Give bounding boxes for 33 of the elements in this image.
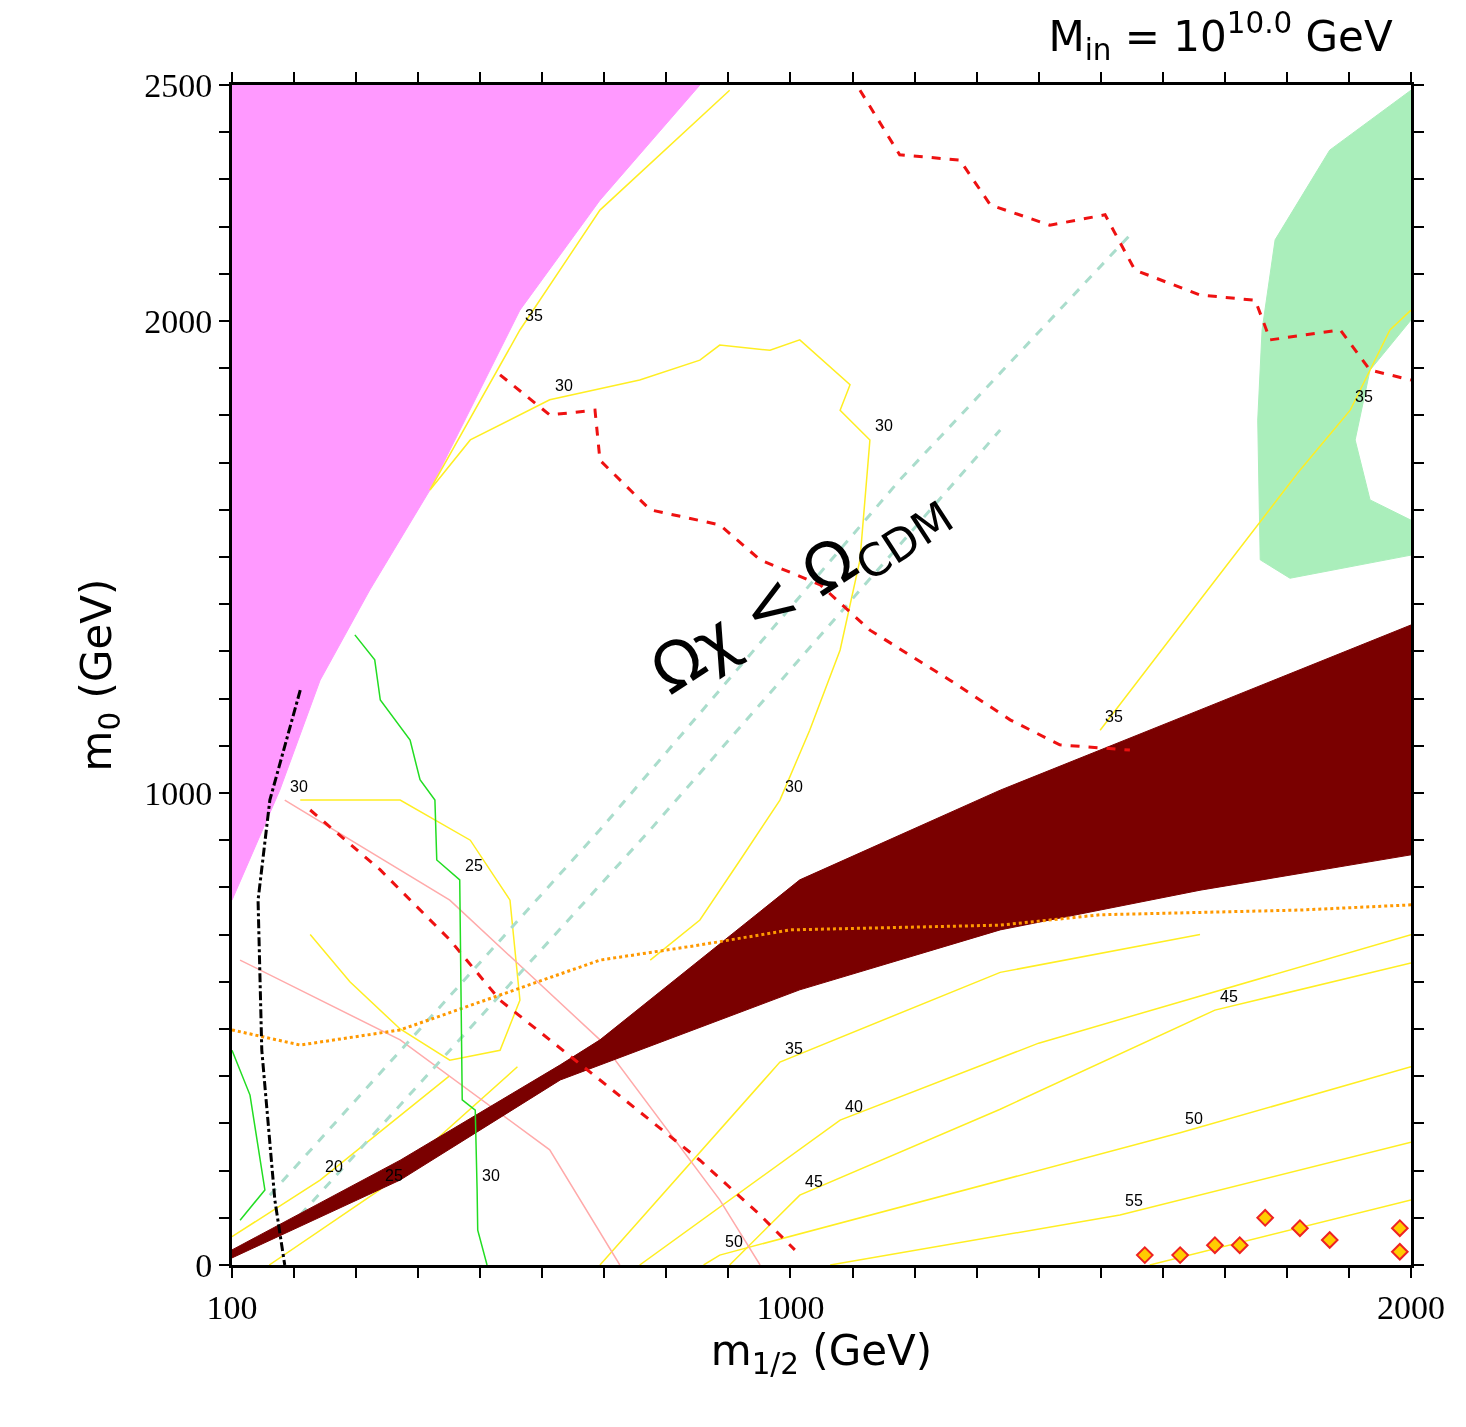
annotation: 35 xyxy=(1355,388,1373,405)
annotation: 30 xyxy=(555,377,573,394)
line-series xyxy=(638,933,1411,1265)
chart-title: M$_{in}$ = 10$^{10.0}$ GeV xyxy=(1048,6,1393,67)
annotation: 45 xyxy=(805,1173,823,1190)
line-series xyxy=(239,959,621,1265)
y-tick-label: 0 xyxy=(195,1246,213,1284)
annotation: 25 xyxy=(465,857,483,874)
x-axis-title: m$_{1/2}$ (GeV) xyxy=(710,1325,933,1381)
y-tick-label: 1000 xyxy=(144,774,213,812)
line-series xyxy=(858,88,1411,382)
line-series xyxy=(299,799,521,1061)
annotation: 55 xyxy=(1125,1192,1143,1209)
annotation: 30 xyxy=(482,1167,500,1184)
x-tick-label: 100 xyxy=(206,1288,258,1326)
annotation: 25 xyxy=(385,1167,403,1184)
annotation: 35 xyxy=(785,1040,803,1057)
line-series xyxy=(283,799,761,1265)
x-tick-label: 2000 xyxy=(1377,1288,1445,1326)
annotation: 30 xyxy=(785,778,803,795)
line-series xyxy=(232,1049,266,1221)
annotation: 45 xyxy=(1220,988,1238,1005)
annotation: 30 xyxy=(290,778,308,795)
annotation: 40 xyxy=(845,1098,863,1115)
x-tick-label: 1000 xyxy=(756,1288,825,1326)
annotation: 50 xyxy=(1185,1110,1203,1127)
line-series xyxy=(498,373,1132,752)
annotation: 50 xyxy=(725,1233,743,1250)
line-series xyxy=(1099,309,1411,731)
annotation: 30 xyxy=(875,417,893,434)
y-tick-label: 2500 xyxy=(144,66,213,104)
y-tick-label: 2000 xyxy=(144,302,213,340)
line-series xyxy=(599,933,1201,1265)
